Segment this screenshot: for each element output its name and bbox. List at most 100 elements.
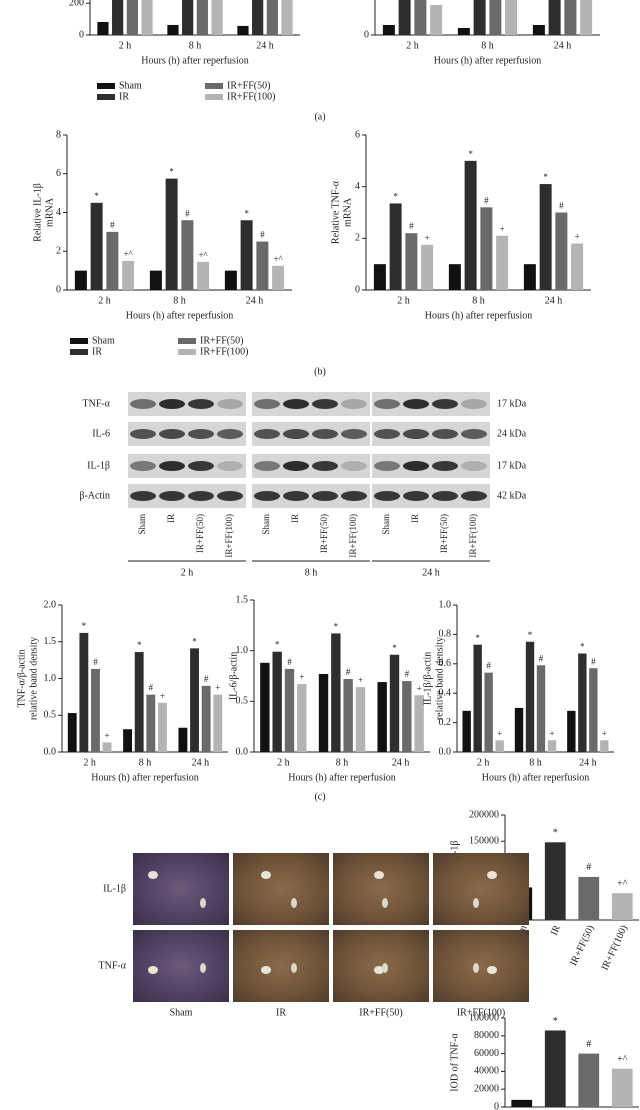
bar xyxy=(196,0,208,35)
blot-band xyxy=(341,491,367,501)
x-tick-label: 2 h xyxy=(277,757,290,768)
significance-mark: # xyxy=(409,221,414,231)
column-label: IR+FF(100) xyxy=(457,1007,505,1018)
significance-mark: +^ xyxy=(198,250,208,260)
bar xyxy=(281,0,293,35)
blot-band xyxy=(159,429,185,439)
bar xyxy=(555,212,568,290)
legend-swatch xyxy=(70,349,88,355)
x-tick-label: 8 h xyxy=(189,40,202,51)
blot-band xyxy=(217,429,243,439)
micrograph xyxy=(233,930,329,1002)
y-tick-label: 200000 xyxy=(469,809,499,820)
micrograph-vessel xyxy=(487,966,497,974)
blot-band xyxy=(130,461,156,471)
y-tick-label: 6 xyxy=(56,168,61,179)
blot-band xyxy=(432,399,458,409)
bar xyxy=(331,633,341,752)
blot-band xyxy=(130,491,156,501)
significance-mark: + xyxy=(575,232,580,242)
bar xyxy=(106,231,119,290)
bar xyxy=(272,651,282,752)
micrograph-vessel xyxy=(374,966,384,974)
time-label: 8 h xyxy=(305,567,318,578)
blot-band xyxy=(341,399,367,409)
bar xyxy=(224,270,237,290)
y-tick-label: 0.5 xyxy=(236,696,249,707)
bar xyxy=(611,893,633,920)
blot-band xyxy=(374,461,400,471)
bar xyxy=(158,702,167,752)
bar xyxy=(484,672,493,752)
bar xyxy=(284,668,295,752)
bar xyxy=(373,264,386,290)
micrograph xyxy=(433,930,529,1002)
x-axis-label: Hours (h) after reperfusion xyxy=(126,310,233,321)
significance-mark: + xyxy=(160,691,165,701)
x-tick-label: 2 h xyxy=(98,295,111,306)
significance-mark: + xyxy=(549,728,554,738)
bar xyxy=(266,0,278,35)
significance-mark: + xyxy=(497,728,502,738)
micrograph xyxy=(333,853,429,925)
x-tick-label: IR xyxy=(549,923,563,937)
bar xyxy=(102,742,112,752)
significance-mark: + xyxy=(425,233,430,243)
bar xyxy=(547,740,557,752)
blot-band xyxy=(130,399,156,409)
significance-mark: # xyxy=(484,195,489,205)
bar xyxy=(578,1053,600,1107)
significance-mark: # xyxy=(110,220,115,230)
bar xyxy=(389,203,402,290)
x-tick-label: 8 h xyxy=(529,757,542,768)
blot-band xyxy=(374,491,400,501)
significance-mark: # xyxy=(486,661,491,671)
bar xyxy=(97,21,109,35)
legend-swatch xyxy=(205,83,223,89)
significance-mark: * xyxy=(94,191,99,201)
bar xyxy=(165,178,178,290)
significance-mark: + xyxy=(358,675,363,685)
y-axis-label: TNF-α/β-actin xyxy=(16,649,27,707)
time-label: 2 h xyxy=(181,567,194,578)
blot-band xyxy=(341,461,367,471)
bar xyxy=(90,202,103,290)
x-tick-label: 24 h xyxy=(554,40,572,51)
bar xyxy=(421,244,434,290)
significance-mark: * xyxy=(169,167,174,177)
lane-label: IR+FF(100) xyxy=(468,514,478,558)
y-tick-label: 4 xyxy=(355,181,360,192)
bar xyxy=(181,220,194,290)
x-tick-label: 24 h xyxy=(579,757,597,768)
bar xyxy=(473,644,482,752)
lane-label: Sham xyxy=(381,514,391,535)
micrograph-vessel xyxy=(291,963,297,973)
bar xyxy=(297,684,307,752)
bar xyxy=(377,682,387,752)
lane-label: IR xyxy=(410,514,420,523)
y-tick-label: 1.0 xyxy=(44,673,57,684)
bar xyxy=(112,0,124,35)
bar xyxy=(589,668,598,752)
blot-band xyxy=(188,491,214,501)
micrograph-vessel xyxy=(261,966,271,974)
bar xyxy=(480,207,493,290)
x-tick-label: 24 h xyxy=(192,757,210,768)
x-tick-label: 8 h xyxy=(336,757,349,768)
blot-band xyxy=(374,399,400,409)
lane-label: IR+FF(100) xyxy=(348,514,358,558)
blot-band xyxy=(283,491,309,501)
bar xyxy=(548,0,561,35)
bar xyxy=(457,28,470,35)
significance-mark: + xyxy=(105,731,110,741)
kda-label: 17 kDa xyxy=(497,460,527,471)
bar xyxy=(414,695,424,752)
y-tick-label: 2.0 xyxy=(44,599,57,610)
bar xyxy=(414,0,427,35)
significance-mark: * xyxy=(244,208,249,218)
bar xyxy=(544,1030,566,1107)
significance-mark: * xyxy=(553,1016,558,1027)
x-tick-label: 2 h xyxy=(406,40,419,51)
protein-label: β-Actin xyxy=(79,490,110,501)
bar xyxy=(201,685,211,752)
